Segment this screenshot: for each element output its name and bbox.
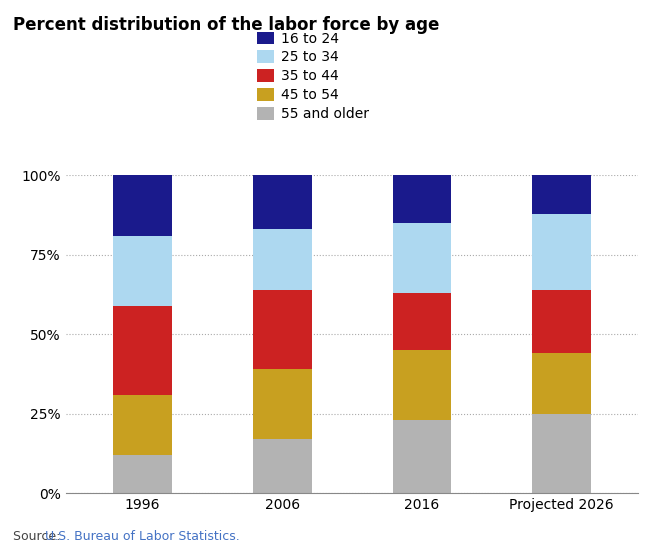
- Text: U.S. Bureau of Labor Statistics.: U.S. Bureau of Labor Statistics.: [45, 529, 240, 543]
- Text: Source:: Source:: [13, 529, 64, 543]
- Bar: [393, 293, 451, 350]
- Bar: [253, 369, 311, 439]
- Bar: [113, 306, 172, 395]
- Bar: [393, 420, 451, 493]
- Bar: [253, 290, 311, 369]
- Bar: [113, 455, 172, 493]
- Bar: [532, 175, 591, 214]
- Bar: [113, 236, 172, 306]
- Bar: [393, 175, 451, 223]
- Bar: [532, 353, 591, 414]
- Bar: [113, 395, 172, 455]
- Text: Percent distribution of the labor force by age: Percent distribution of the labor force …: [13, 16, 440, 35]
- Bar: [253, 230, 311, 290]
- Bar: [253, 175, 311, 230]
- Bar: [532, 414, 591, 493]
- Bar: [253, 439, 311, 493]
- Bar: [113, 175, 172, 236]
- Bar: [393, 350, 451, 420]
- Bar: [532, 214, 591, 290]
- Bar: [532, 290, 591, 353]
- Legend: 16 to 24, 25 to 34, 35 to 44, 45 to 54, 55 and older: 16 to 24, 25 to 34, 35 to 44, 45 to 54, …: [257, 32, 368, 121]
- Bar: [393, 223, 451, 293]
